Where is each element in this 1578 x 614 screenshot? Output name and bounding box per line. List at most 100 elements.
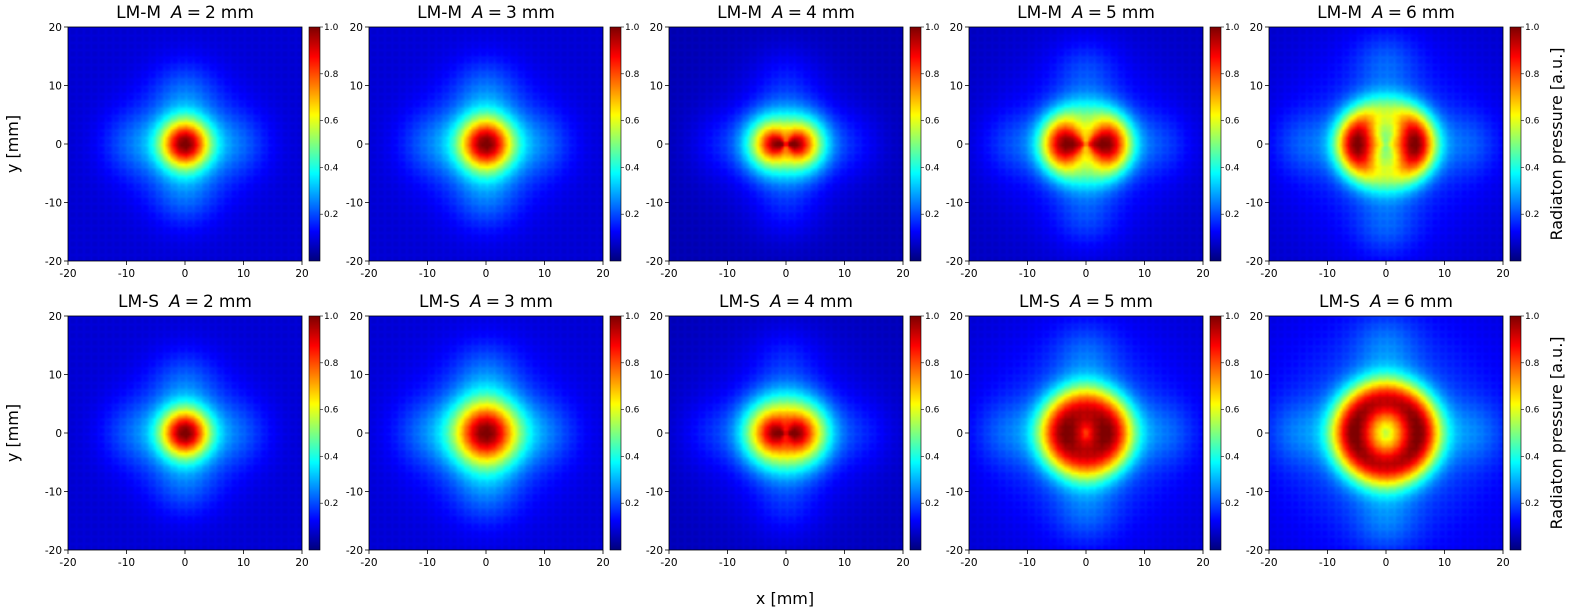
title-amplitude: 3 xyxy=(504,292,515,312)
colorbar-tick-label: 1.0 xyxy=(1225,312,1240,322)
y-tick-label: 10 xyxy=(49,81,62,93)
y-tick-label: 10 xyxy=(650,370,663,382)
x-tick-label: 10 xyxy=(838,268,851,280)
title-symbol: A xyxy=(1071,3,1084,23)
y-tick-label: 0 xyxy=(1256,428,1263,440)
colorbar-frame xyxy=(909,315,922,551)
colorbar-tick-label: 1.0 xyxy=(625,312,640,322)
panel-title: LM-M A = 4 mm xyxy=(717,3,855,23)
title-equals: = xyxy=(786,292,800,312)
title-symbol: A xyxy=(471,3,484,23)
x-tick-label: 20 xyxy=(1496,268,1509,280)
y-tick-label: -10 xyxy=(646,198,663,210)
colorbar-tick-label: 0.4 xyxy=(1525,452,1540,462)
title-unit: mm xyxy=(1122,3,1155,23)
colorbar-tick-label: 0.6 xyxy=(925,117,940,127)
x-tick-label: 20 xyxy=(896,268,909,280)
y-axis-label: y [mm] xyxy=(3,115,22,173)
x-tick-label: -10 xyxy=(118,268,135,280)
y-tick-label: -10 xyxy=(346,198,363,210)
colorbar-frame xyxy=(1209,26,1222,262)
y-tick-label: 10 xyxy=(950,81,963,93)
y-tick-label: 0 xyxy=(55,139,62,151)
colorbar-tick-label: 0.6 xyxy=(625,406,640,416)
title-amplitude: 6 xyxy=(1406,3,1417,23)
colorbar-tick-label: 0.6 xyxy=(925,406,940,416)
colorbar-tick-label: 0.4 xyxy=(925,163,940,173)
heatmap-image xyxy=(669,316,903,550)
x-tick-label: 0 xyxy=(783,268,790,280)
y-axis-label: y [mm] xyxy=(3,404,22,462)
title-method: LM-S xyxy=(419,292,460,312)
colorbar-tick-label: 0.4 xyxy=(925,452,940,462)
colorbar-tick-label: 0.8 xyxy=(625,70,640,80)
y-tick-label: -10 xyxy=(346,487,363,499)
colorbar-tick-label: 0.8 xyxy=(1225,359,1240,369)
title-equals: = xyxy=(1386,292,1400,312)
title-symbol: A xyxy=(1369,292,1382,312)
title-equals: = xyxy=(187,3,201,23)
x-tick-label: -10 xyxy=(1019,557,1036,569)
y-tick-label: -20 xyxy=(646,545,663,557)
title-method: LM-M xyxy=(717,3,762,23)
colorbar-tick-label: 1.0 xyxy=(324,312,339,322)
title-method: LM-S xyxy=(118,292,159,312)
panel-lm-s-a2: LM-S A = 2 mm -20 -10 0 10 20 -20 -10 0 10 20 0.2 0.4 0.6… xyxy=(45,292,339,569)
title-equals: = xyxy=(486,292,500,312)
y-tick-label: 10 xyxy=(350,370,363,382)
x-tick-label: 0 xyxy=(1383,557,1390,569)
heatmap-image xyxy=(369,316,603,550)
title-unit: mm xyxy=(1422,3,1455,23)
colorbar-frame xyxy=(1509,315,1522,551)
title-amplitude: 3 xyxy=(506,3,517,23)
x-tick-label: 0 xyxy=(1083,557,1090,569)
x-tick-label: 0 xyxy=(1383,268,1390,280)
x-tick-label: -20 xyxy=(960,557,977,569)
panel-title: LM-M A = 3 mm xyxy=(417,3,555,23)
x-tick-label: 10 xyxy=(1138,268,1151,280)
x-tick-label: 20 xyxy=(1196,557,1209,569)
title-symbol: A xyxy=(1371,3,1384,23)
y-tick-label: -10 xyxy=(1246,198,1263,210)
title-unit: mm xyxy=(820,292,853,312)
title-equals: = xyxy=(1088,3,1102,23)
colorbar-tick-label: 0.2 xyxy=(1225,210,1239,220)
y-tick-label: 0 xyxy=(656,139,663,151)
colorbar-tick-label: 1.0 xyxy=(1225,23,1240,33)
y-tick-label: -10 xyxy=(45,487,62,499)
heatmap-image xyxy=(68,27,302,261)
panel-lm-s-a3: LM-S A = 3 mm -20 -10 0 10 20 -20 -10 0 10 20 0.2 0.4 0.6… xyxy=(346,292,640,569)
y-tick-label: -10 xyxy=(946,487,963,499)
panel-title: LM-S A = 4 mm xyxy=(719,292,853,312)
colorbar-frame xyxy=(909,26,922,262)
y-tick-label: -10 xyxy=(45,198,62,210)
x-tick-label: -10 xyxy=(719,557,736,569)
title-amplitude: 4 xyxy=(806,3,817,23)
colorbar-tick-label: 0.2 xyxy=(324,210,338,220)
title-amplitude: 5 xyxy=(1104,292,1115,312)
y-tick-label: 20 xyxy=(950,311,963,323)
colorbar-frame xyxy=(1209,315,1222,551)
title-unit: mm xyxy=(522,3,555,23)
colorbar-tick-label: 0.8 xyxy=(1225,70,1240,80)
colorbar-tick-label: 0.2 xyxy=(324,499,338,509)
x-tick-label: -20 xyxy=(660,268,677,280)
panel-lm-m-a6: LM-M A = 6 mm -20 -10 0 10 20 -20 -10 0 10 20 0.2 0.4 0.6… xyxy=(1246,3,1540,280)
title-unit: mm xyxy=(520,292,553,312)
colorbar-tick-label: 0.8 xyxy=(1525,70,1540,80)
x-tick-label: 10 xyxy=(1138,557,1151,569)
colorbar-tick-label: 0.4 xyxy=(1225,452,1240,462)
title-equals: = xyxy=(1086,292,1100,312)
colorbar-tick-label: 0.2 xyxy=(925,499,939,509)
y-tick-label: -10 xyxy=(946,198,963,210)
panel-title: LM-S A = 5 mm xyxy=(1019,292,1153,312)
heatmap-image xyxy=(68,316,302,550)
panel-lm-s-a5: LM-S A = 5 mm -20 -10 0 10 20 -20 -10 0 10 20 0.2 0.4 0.6… xyxy=(946,292,1240,569)
colorbar-tick-label: 0.2 xyxy=(1525,210,1539,220)
colorbar-tick-label: 0.6 xyxy=(1225,117,1240,127)
title-amplitude: 2 xyxy=(203,292,214,312)
y-tick-label: 10 xyxy=(350,81,363,93)
title-method: LM-M xyxy=(417,3,462,23)
